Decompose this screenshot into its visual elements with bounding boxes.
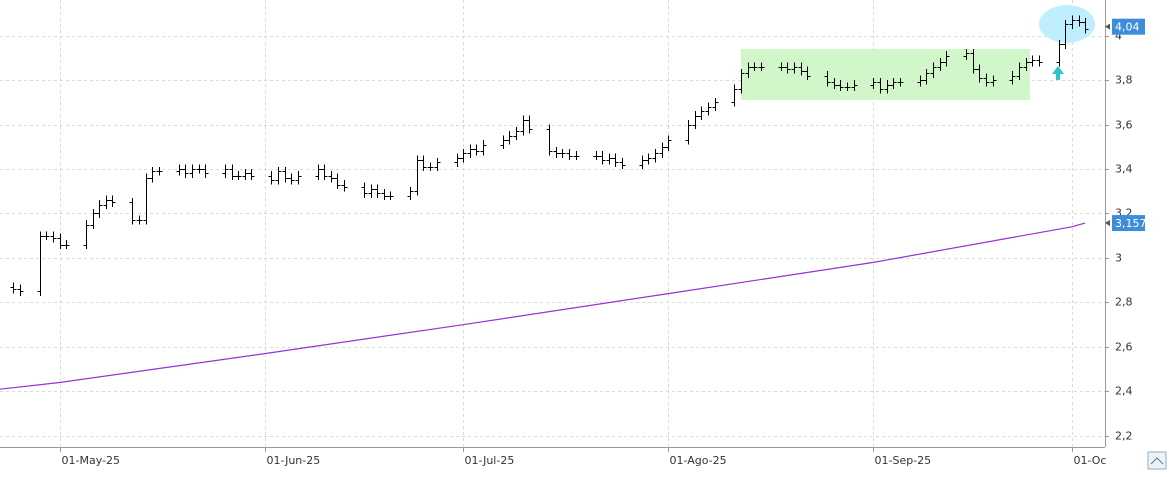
x-tick-label: 01-Jul-25 (465, 454, 515, 467)
y-tick-label: 2,4 (1115, 385, 1133, 398)
plot (0, 15, 1089, 390)
y-tick-label: 3,6 (1115, 119, 1133, 132)
scroll-button[interactable] (1147, 451, 1167, 470)
x-tick-label: 01-Oc (1074, 454, 1107, 467)
price-tag-pointer (1105, 220, 1110, 227)
y-tick-label: 2,8 (1115, 296, 1133, 309)
x-tick-label: 01-May-25 (62, 454, 120, 467)
x-axis-panel (0, 447, 1169, 473)
x-tick-label: 01-Jun-25 (267, 454, 321, 467)
scroll-icon (1150, 457, 1164, 465)
price-tag-label: 3,157 (1115, 217, 1147, 230)
y-tick-label: 3,4 (1115, 163, 1133, 176)
y-tick-label: 3 (1115, 252, 1122, 265)
up-arrow (1052, 66, 1064, 80)
moving-average-line (0, 222, 1086, 390)
y-tick-label: 4 (1115, 30, 1122, 43)
price-tag-pointer (1105, 23, 1110, 30)
x-tick-label: 01-Sep-25 (875, 454, 932, 467)
y-tick-label: 3,8 (1115, 74, 1133, 87)
price-tag (1112, 215, 1145, 232)
y-tick-label: 2,2 (1115, 430, 1133, 443)
highlight-box (741, 49, 1030, 100)
y-tick-label: 2,6 (1115, 341, 1133, 354)
x-tick-label: 01-Ago-25 (670, 454, 727, 467)
price-tag-label: 4,04 (1115, 21, 1140, 34)
price-tag (1112, 18, 1145, 35)
